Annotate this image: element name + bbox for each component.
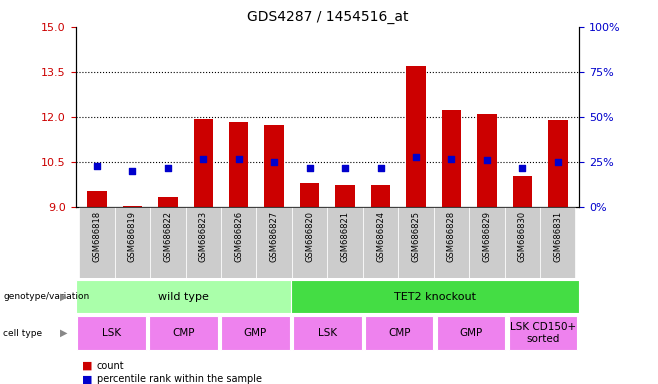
Text: CMP: CMP [172, 328, 195, 338]
Text: genotype/variation: genotype/variation [3, 292, 89, 301]
Point [305, 165, 315, 171]
Bar [398, 207, 434, 278]
Bar [365, 316, 434, 350]
Point [269, 159, 280, 165]
Text: GSM686820: GSM686820 [305, 211, 314, 262]
Point [482, 157, 492, 164]
Bar [114, 207, 150, 278]
Bar [193, 119, 213, 207]
Bar [513, 176, 532, 207]
Bar [150, 207, 186, 278]
Bar [442, 109, 461, 207]
Bar [509, 316, 577, 350]
Text: LSK: LSK [102, 328, 121, 338]
Bar [540, 207, 576, 278]
Text: GSM686830: GSM686830 [518, 211, 527, 262]
Text: GMP: GMP [244, 328, 267, 338]
Bar [265, 125, 284, 207]
Text: GSM686818: GSM686818 [92, 211, 101, 262]
Text: GSM686827: GSM686827 [270, 211, 279, 262]
Bar [229, 122, 249, 207]
Point [517, 165, 528, 171]
Text: GSM686831: GSM686831 [553, 211, 563, 262]
Bar [292, 207, 327, 278]
Text: ▶: ▶ [60, 291, 68, 302]
Bar [505, 207, 540, 278]
Bar [291, 280, 579, 313]
Bar [406, 66, 426, 207]
Bar [158, 197, 178, 207]
Point [375, 165, 386, 171]
Text: LSK CD150+
sorted: LSK CD150+ sorted [510, 322, 576, 344]
Text: cell type: cell type [3, 329, 42, 338]
Bar [300, 183, 319, 207]
Bar [327, 207, 363, 278]
Text: ■: ■ [82, 374, 93, 384]
Point [91, 163, 102, 169]
Bar [257, 207, 292, 278]
Bar [548, 120, 567, 207]
Bar [477, 114, 497, 207]
Bar [370, 185, 390, 207]
Point [340, 165, 350, 171]
Point [411, 154, 421, 160]
Bar [88, 191, 107, 207]
Bar [122, 206, 142, 207]
Bar [78, 316, 146, 350]
Text: count: count [97, 361, 124, 371]
Title: GDS4287 / 1454516_at: GDS4287 / 1454516_at [247, 10, 408, 25]
Text: GSM686824: GSM686824 [376, 211, 385, 262]
Point [127, 168, 138, 174]
Point [163, 165, 173, 171]
Text: GSM686828: GSM686828 [447, 211, 456, 262]
Text: GSM686825: GSM686825 [411, 211, 420, 262]
Text: GMP: GMP [459, 328, 483, 338]
Bar [434, 207, 469, 278]
Bar [437, 316, 505, 350]
Bar [469, 207, 505, 278]
Bar [363, 207, 398, 278]
Text: GSM686821: GSM686821 [341, 211, 349, 262]
Text: GSM686822: GSM686822 [163, 211, 172, 262]
Text: GSM686823: GSM686823 [199, 211, 208, 262]
Bar [221, 316, 290, 350]
Text: ■: ■ [82, 361, 93, 371]
Text: LSK: LSK [318, 328, 337, 338]
Text: TET2 knockout: TET2 knockout [394, 291, 476, 302]
Bar [336, 185, 355, 207]
Text: wild type: wild type [158, 291, 209, 302]
Text: GSM686829: GSM686829 [482, 211, 492, 262]
Text: GSM686826: GSM686826 [234, 211, 243, 262]
Bar [186, 207, 221, 278]
Text: percentile rank within the sample: percentile rank within the sample [97, 374, 262, 384]
Bar [149, 316, 218, 350]
Text: ▶: ▶ [60, 328, 68, 338]
Text: CMP: CMP [388, 328, 411, 338]
Point [234, 156, 244, 162]
Point [446, 156, 457, 162]
Bar [79, 207, 114, 278]
Point [553, 159, 563, 165]
Text: GSM686819: GSM686819 [128, 211, 137, 262]
Bar [76, 280, 291, 313]
Point [198, 156, 209, 162]
Bar [293, 316, 361, 350]
Bar [221, 207, 257, 278]
